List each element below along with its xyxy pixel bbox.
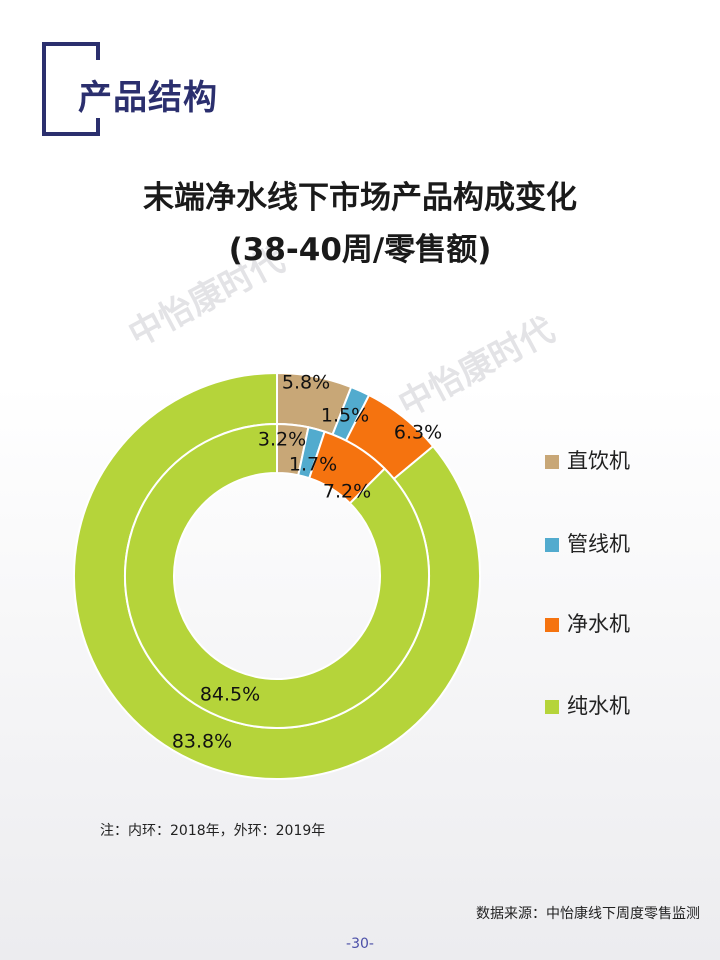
legend-label: 直饮机 <box>567 449 630 473</box>
chart-note: 注：内环：2018年，外环：2019年 <box>100 823 326 839</box>
outer-slice-label-2: 6.3% <box>394 422 442 444</box>
page-number: -30- <box>346 936 374 952</box>
section-title: 产品结构 <box>78 78 218 118</box>
outer-slice-label-1: 1.5% <box>321 405 369 427</box>
section-bracket-notch <box>96 42 100 60</box>
legend-swatch <box>545 538 559 552</box>
slice-labels: 5.8% 1.5% 6.3% 83.8% 3.2% 1.7% 7.2% 84.5% <box>172 372 442 753</box>
section-bracket <box>42 42 100 136</box>
legend-swatch <box>545 618 559 632</box>
inner-slice-label-0: 3.2% <box>258 429 306 451</box>
inner-slice-label-3: 84.5% <box>200 684 260 706</box>
outer-slice-label-0: 5.8% <box>282 372 330 394</box>
legend-label: 管线机 <box>567 532 630 556</box>
chart-title: 末端净水线下市场产品构成变化 <box>143 180 577 216</box>
legend-swatch <box>545 700 559 714</box>
section-bracket-notch <box>96 118 100 136</box>
inner-slice-label-2: 7.2% <box>323 481 371 503</box>
legend-item: 直饮机 <box>545 445 630 475</box>
inner-slice-3 <box>124 422 430 729</box>
legend-label: 净水机 <box>567 612 630 636</box>
inner-slice-label-1: 1.7% <box>289 454 337 476</box>
legend-item: 管线机 <box>545 528 630 558</box>
legend-label: 纯水机 <box>567 694 630 718</box>
legend-item: 纯水机 <box>545 690 630 720</box>
legend-item: 净水机 <box>545 608 630 638</box>
legend-swatch <box>545 455 559 469</box>
data-source: 数据来源：中怡康线下周度零售监测 <box>476 906 700 922</box>
inner-ring <box>124 422 430 729</box>
outer-slice-label-3: 83.8% <box>172 731 232 753</box>
chart-subtitle: (38-40周/零售额) <box>228 232 492 268</box>
